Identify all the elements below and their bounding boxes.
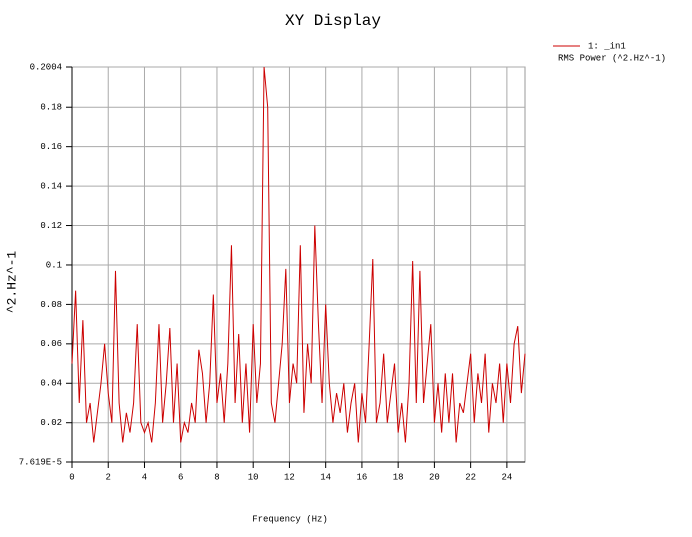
x-tick-label: 24: [501, 472, 512, 482]
x-tick-label: 14: [320, 472, 331, 482]
x-tick-label: 18: [393, 472, 404, 482]
x-tick-label: 4: [142, 472, 147, 482]
y-tick-label: 0.16: [40, 142, 62, 152]
y-tick-label: 0.2004: [30, 62, 62, 72]
legend-subtitle: RMS Power (^2.Hz^-1): [558, 53, 666, 63]
x-tick-label: 16: [357, 472, 368, 482]
y-tick-label: 0.02: [40, 418, 62, 428]
y-tick-label: 0.08: [40, 300, 62, 310]
y-tick-label: 0.18: [40, 103, 62, 113]
x-tick-label: 10: [248, 472, 259, 482]
chart-title: XY Display: [285, 12, 381, 30]
x-tick-label: 2: [106, 472, 111, 482]
x-axis-label: Frequency (Hz): [252, 514, 328, 524]
x-tick-label: 0: [69, 472, 74, 482]
y-tick-label: 0.04: [40, 379, 62, 389]
y-tick-label: 0.14: [40, 181, 62, 191]
y-tick-label: 7.619E-5: [19, 457, 62, 467]
x-tick-label: 12: [284, 472, 295, 482]
data-line: [71, 66, 526, 443]
x-tick-label: 8: [214, 472, 219, 482]
x-tick-label: 22: [465, 472, 476, 482]
x-tick-label: 20: [429, 472, 440, 482]
x-tick-label: 6: [178, 472, 183, 482]
y-tick-label: 0.1: [46, 260, 62, 270]
legend-label: 1: _in1: [588, 41, 626, 51]
y-tick-label: 0.06: [40, 339, 62, 349]
y-axis-label: ^2.Hz^-1: [4, 251, 19, 314]
y-tick-label: 0.12: [40, 221, 62, 231]
